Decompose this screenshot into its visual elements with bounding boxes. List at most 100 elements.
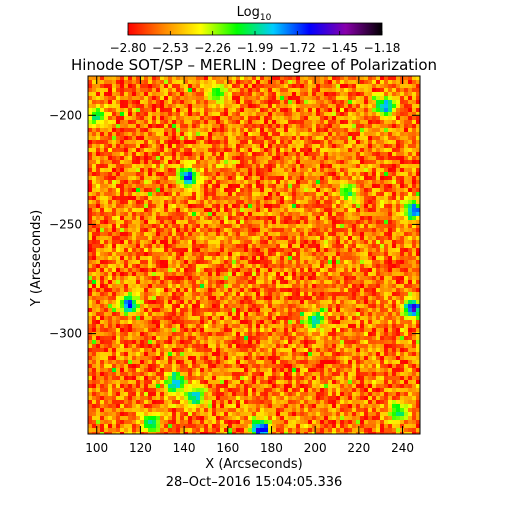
heatmap-cell: [348, 76, 352, 80]
heatmap-cell: [192, 300, 196, 304]
heatmap-cell: [316, 76, 320, 80]
heatmap-cell: [244, 224, 248, 228]
heatmap-cell: [156, 148, 160, 152]
heatmap-cell: [392, 296, 396, 300]
heatmap-cell: [316, 180, 320, 184]
heatmap-cell: [404, 244, 408, 248]
heatmap-cell: [104, 88, 108, 92]
heatmap-cell: [104, 296, 108, 300]
heatmap-cell: [196, 232, 200, 236]
heatmap-cell: [300, 212, 304, 216]
heatmap-cell: [368, 204, 372, 208]
heatmap-cell: [388, 244, 392, 248]
heatmap-cell: [128, 164, 132, 168]
heatmap-cell: [316, 232, 320, 236]
heatmap-cell: [96, 88, 100, 92]
heatmap-cell: [316, 116, 320, 120]
heatmap-cell: [384, 260, 388, 264]
heatmap-cell: [264, 120, 268, 124]
heatmap-cell: [156, 172, 160, 176]
heatmap-cell: [88, 108, 92, 112]
heatmap-cell: [124, 236, 128, 240]
heatmap-cell: [312, 148, 316, 152]
heatmap-cell: [340, 112, 344, 116]
heatmap-cell: [308, 256, 312, 260]
heatmap-cell: [120, 256, 124, 260]
heatmap-cell: [192, 288, 196, 292]
heatmap-cell: [176, 164, 180, 168]
heatmap-cell: [284, 220, 288, 224]
heatmap-cell: [376, 224, 380, 228]
heatmap-cell: [252, 212, 256, 216]
heatmap-cell: [128, 196, 132, 200]
heatmap-cell: [280, 280, 284, 284]
heatmap-cell: [292, 96, 296, 100]
heatmap-cell: [192, 132, 196, 136]
heatmap-cell: [220, 280, 224, 284]
heatmap-cell: [136, 308, 140, 312]
heatmap-cell: [164, 160, 168, 164]
heatmap-cell: [392, 140, 396, 144]
heatmap-cell: [344, 96, 348, 100]
heatmap-cell: [248, 300, 252, 304]
heatmap-cell: [304, 204, 308, 208]
heatmap-cell: [128, 172, 132, 176]
heatmap-cell: [224, 120, 228, 124]
heatmap-cell: [344, 248, 348, 252]
heatmap-cell: [224, 244, 228, 248]
heatmap-cell: [152, 108, 156, 112]
heatmap-cell: [172, 148, 176, 152]
heatmap-cell: [120, 304, 124, 308]
heatmap-cell: [148, 80, 152, 84]
heatmap-cell: [192, 276, 196, 280]
heatmap-cell: [184, 296, 188, 300]
heatmap-cell: [216, 148, 220, 152]
heatmap-cell: [112, 256, 116, 260]
heatmap-cell: [92, 152, 96, 156]
heatmap-cell: [400, 228, 404, 232]
heatmap-cell: [184, 132, 188, 136]
heatmap-cell: [136, 276, 140, 280]
heatmap-cell: [264, 160, 268, 164]
heatmap-cell: [400, 100, 404, 104]
heatmap-cell: [340, 244, 344, 248]
heatmap-cell: [340, 216, 344, 220]
heatmap-cell: [288, 148, 292, 152]
heatmap-cell: [144, 148, 148, 152]
heatmap-cell: [396, 248, 400, 252]
heatmap-cell: [296, 116, 300, 120]
heatmap-cell: [176, 156, 180, 160]
heatmap-cell: [108, 88, 112, 92]
heatmap-cell: [296, 252, 300, 256]
heatmap-cell: [148, 164, 152, 168]
heatmap-cell: [296, 180, 300, 184]
heatmap-cell: [384, 112, 388, 116]
heatmap-cell: [180, 276, 184, 280]
heatmap-cell: [120, 292, 124, 296]
heatmap-cell: [400, 152, 404, 156]
heatmap-cell: [396, 168, 400, 172]
heatmap-cell: [416, 108, 420, 112]
heatmap-cell: [156, 256, 160, 260]
heatmap-cell: [216, 164, 220, 168]
heatmap-cell: [212, 124, 216, 128]
heatmap-cell: [320, 240, 324, 244]
heatmap-cell: [284, 256, 288, 260]
heatmap-cell: [200, 300, 204, 304]
heatmap-cell: [408, 156, 412, 160]
heatmap-cell: [408, 200, 412, 204]
heatmap-cell: [172, 256, 176, 260]
heatmap-cell: [344, 88, 348, 92]
heatmap-cell: [344, 180, 348, 184]
heatmap-cell: [228, 232, 232, 236]
heatmap-cell: [308, 112, 312, 116]
heatmap-cell: [356, 104, 360, 108]
heatmap-cell: [304, 264, 308, 268]
heatmap-cell: [128, 244, 132, 248]
heatmap-cell: [416, 104, 420, 108]
heatmap-cell: [320, 232, 324, 236]
heatmap-cell: [260, 148, 264, 152]
heatmap-cell: [260, 224, 264, 228]
heatmap-cell: [204, 296, 208, 300]
heatmap-cell: [356, 156, 360, 160]
